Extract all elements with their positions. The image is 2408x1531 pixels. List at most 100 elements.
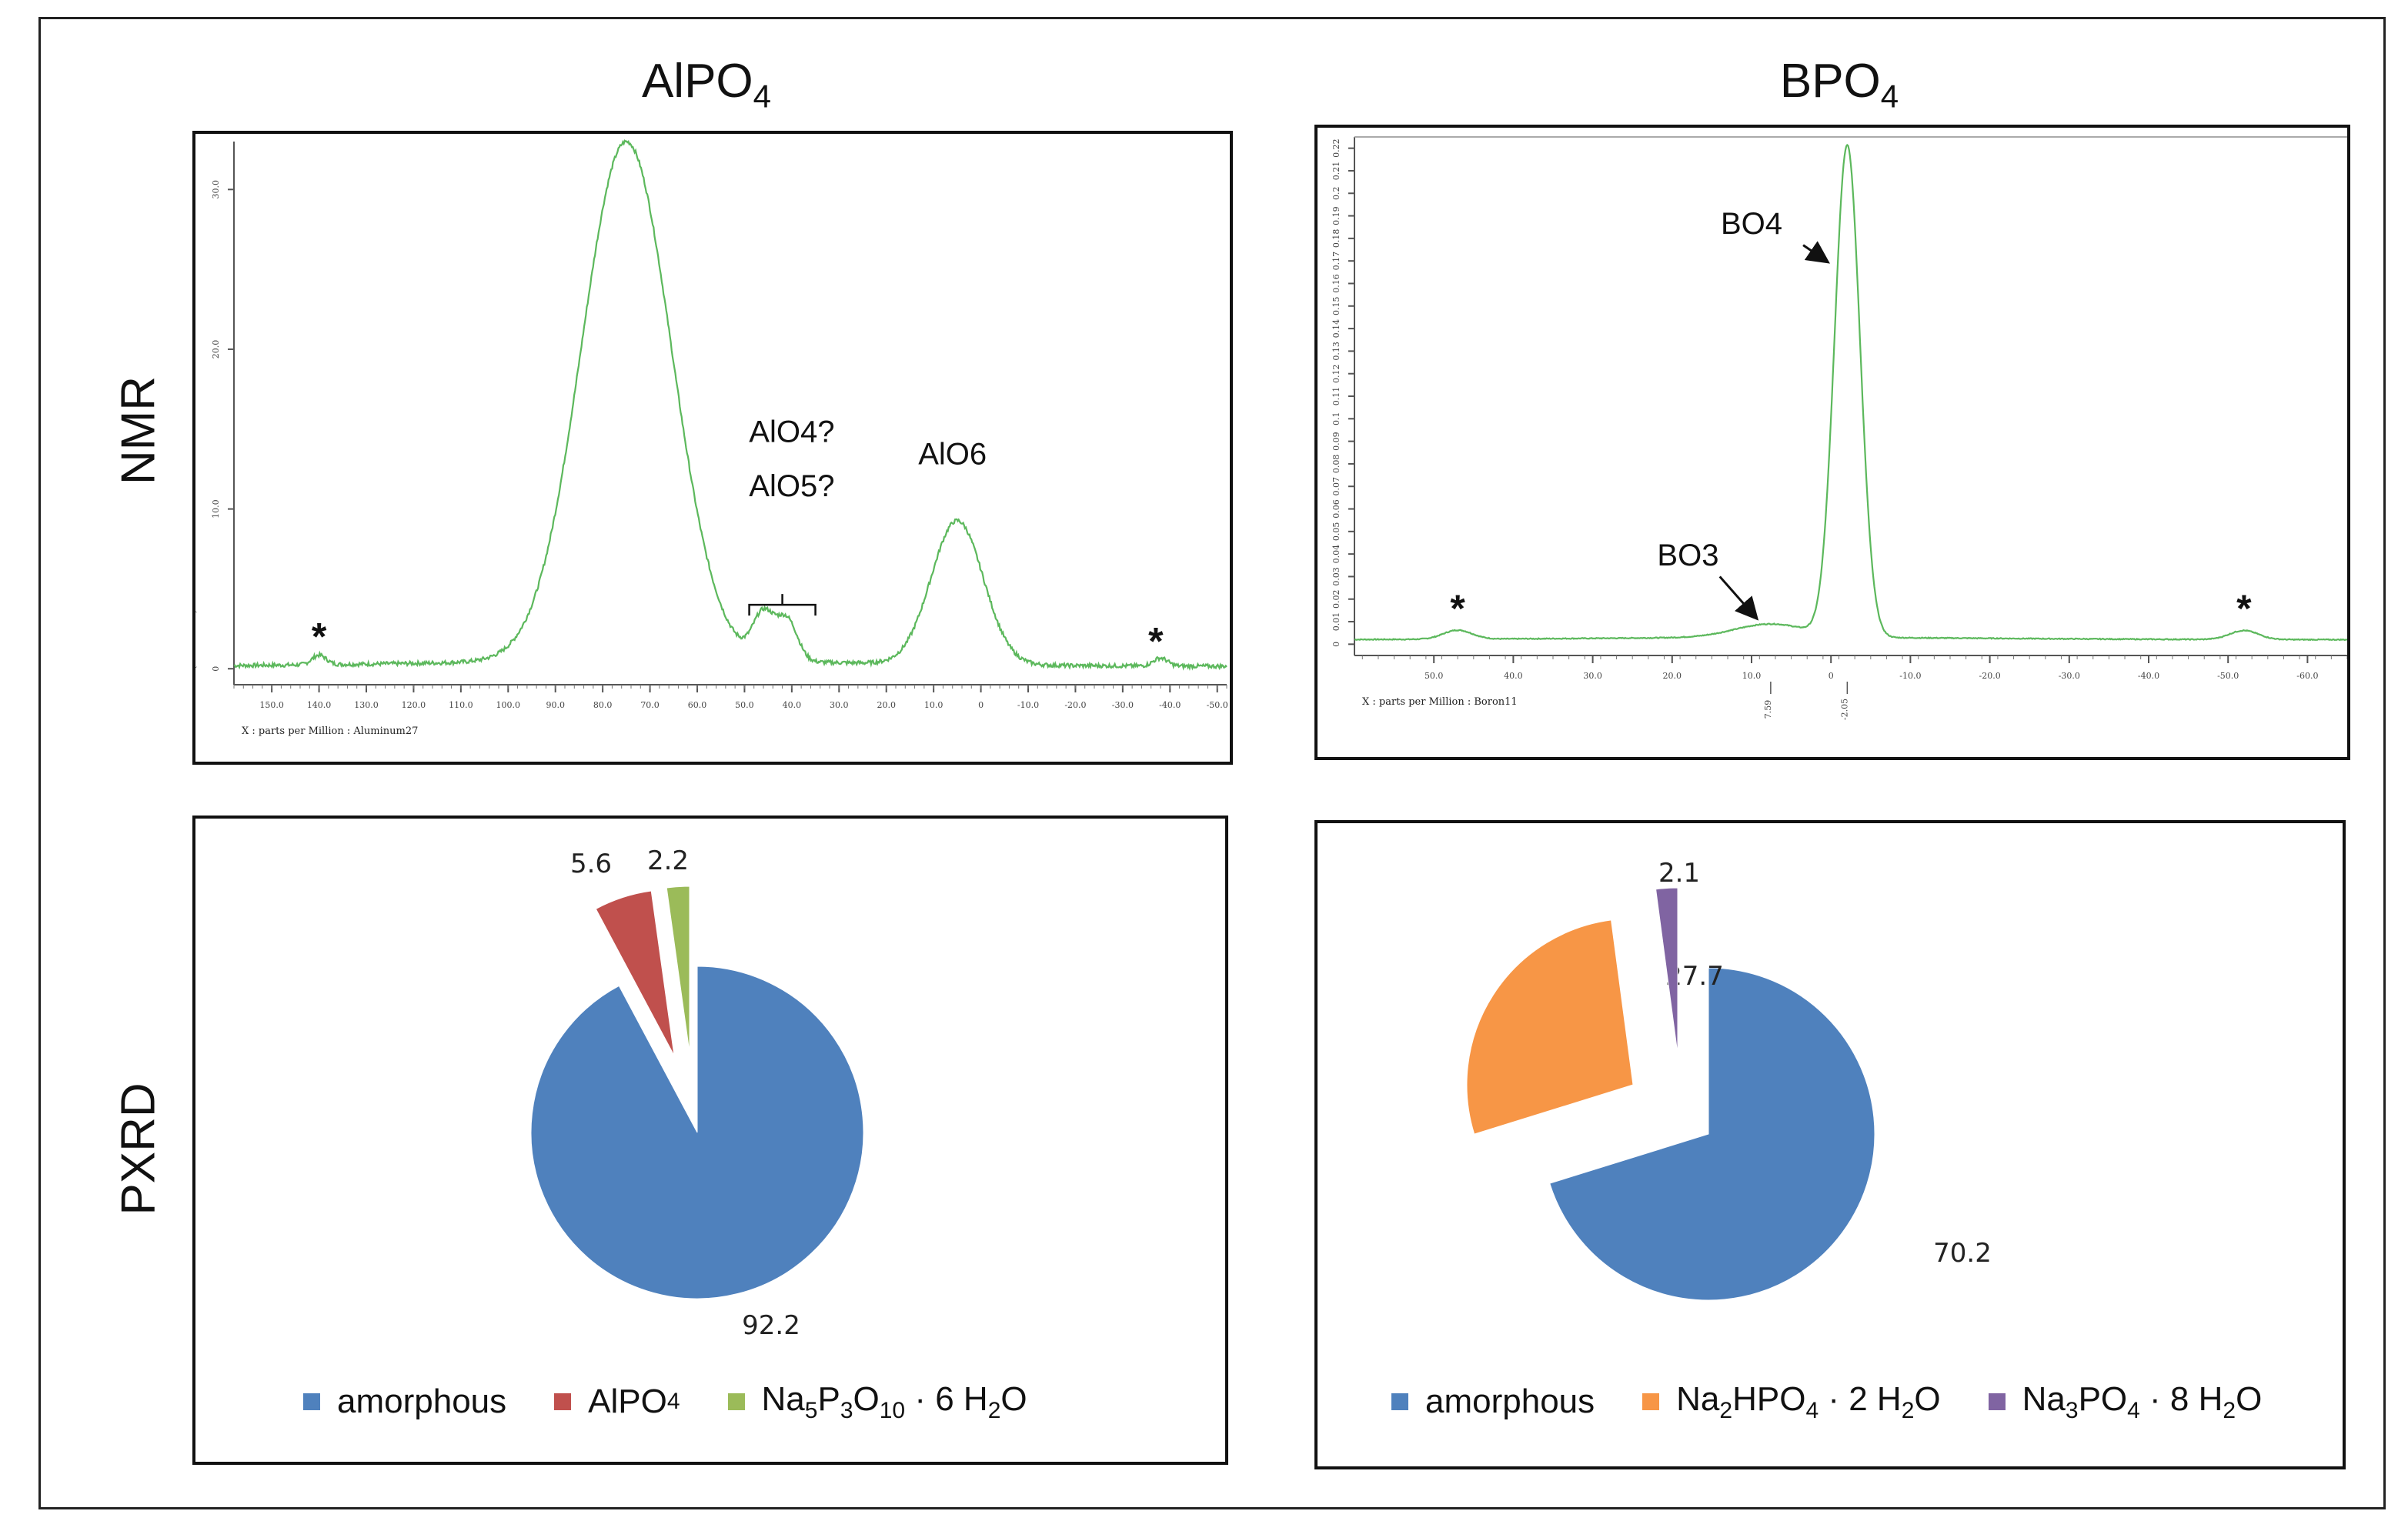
y-tick-label: 0.16 xyxy=(1331,274,1341,293)
x-axis-label: X : parts per Million : Aluminum27 xyxy=(242,725,418,737)
y-tick-label: 0 xyxy=(1331,642,1341,647)
y-tick-label: 0.06 xyxy=(1331,499,1341,519)
legend-swatch xyxy=(1391,1393,1408,1411)
pie-data-label: 92.2 xyxy=(742,1310,800,1341)
bpo4-pxrd-panel: 70.2 27.7 2.1 amorphous Na2HPO4 · 2 H2O Na… xyxy=(1314,820,2346,1469)
pie-slice xyxy=(530,966,864,1299)
spinning-sideband-marker: * xyxy=(1450,587,1465,630)
pie-data-label: 5.6 xyxy=(570,849,612,879)
legend-swatch xyxy=(1642,1393,1660,1411)
x-tick-label: 40.0 xyxy=(783,700,802,710)
x-tick-label: -60.0 xyxy=(2296,671,2318,681)
legend-label: Na5P3O10 · 6 H2O xyxy=(761,1380,1027,1423)
pie-data-label: 2.2 xyxy=(647,846,689,876)
legend-label: amorphous xyxy=(337,1383,507,1421)
pie-slice xyxy=(1655,887,1678,1055)
x-tick-label: 80.0 xyxy=(593,700,613,710)
x-tick-label: 50.0 xyxy=(1424,671,1444,681)
pie-slice xyxy=(595,890,675,1056)
peak-label: BO4 xyxy=(1721,207,1782,241)
pie-data-label: 2.1 xyxy=(1658,858,1700,889)
bracket-marker xyxy=(748,594,817,616)
y-tick-label: 0.05 xyxy=(1331,522,1341,542)
figure-frame xyxy=(38,17,2386,1509)
legend-label: AlPO xyxy=(588,1383,667,1421)
y-tick-label: 0.1 xyxy=(1331,412,1341,426)
x-tick-label: -20.0 xyxy=(1979,671,2000,681)
x-tick-label: -40.0 xyxy=(2138,671,2159,681)
x-tick-label: 20.0 xyxy=(877,700,896,710)
x-tick-label: -50.0 xyxy=(2217,671,2239,681)
title-alpo4-sub: 4 xyxy=(753,78,772,115)
y-tick-label: 0.07 xyxy=(1331,477,1341,496)
x-tick-label: 100.0 xyxy=(496,700,521,710)
legend-na2hpo4: Na2HPO4 · 2 H2O xyxy=(1642,1380,1941,1424)
spinning-sideband-marker: * xyxy=(1148,620,1164,663)
peak-label: AlO5? xyxy=(749,469,834,503)
x-tick-label: 120.0 xyxy=(402,700,426,710)
y-tick-label: 0.11 xyxy=(1331,387,1341,406)
y-tick-label: 0.18 xyxy=(1331,229,1341,248)
pie-slice xyxy=(666,886,690,1053)
legend-label: amorphous xyxy=(1425,1383,1595,1421)
legend-swatch xyxy=(303,1393,320,1411)
alpo4-nmr-chart: 150.0 140.0 130.0 120.0 110.0 100.0 90.0 80.0 70… xyxy=(195,134,1228,737)
bpo4-pxrd-pie: 70.227.72.1 xyxy=(1466,858,1992,1301)
y-tick-label: 0.15 xyxy=(1331,297,1341,316)
bpo4-pxrd-legend: amorphous Na2HPO4 · 2 H2O Na3PO4 · 8 H2O xyxy=(1391,1380,2262,1424)
peak-marker-label: -2.05 xyxy=(1839,699,1849,720)
title-alpo4: AlPO4 xyxy=(399,54,1014,115)
peak-label: AlO4 xyxy=(592,134,660,141)
y-tick-label: 30.0 xyxy=(211,180,221,199)
bo3-arrow xyxy=(1718,575,1759,621)
legend-swatch xyxy=(554,1393,572,1411)
x-tick-label: -20.0 xyxy=(1064,700,1086,710)
y-axis-label: (thousandths) xyxy=(195,610,198,669)
pie-slice xyxy=(1549,967,1875,1301)
legend-na5p3o10: Na5P3O10 · 6 H2O xyxy=(727,1380,1027,1424)
pie-slice xyxy=(1466,919,1634,1135)
alpo4-pxrd-legend: amorphous AlPO 4 Na5P3O10 · 6 H2O xyxy=(303,1380,1075,1424)
x-axis-label: X : parts per Million : Boron11 xyxy=(1362,696,1518,708)
legend-swatch xyxy=(727,1393,745,1411)
x-tick-label: -50.0 xyxy=(1207,700,1228,710)
y-tick-label: 0.2 xyxy=(1331,187,1341,201)
title-bpo4: BPO4 xyxy=(1531,54,2147,115)
x-tick-label: 60.0 xyxy=(688,700,707,710)
pie-data-label: 70.2 xyxy=(1933,1238,1992,1269)
y-tick-label: 0 xyxy=(211,666,221,672)
bpo4-nmr-panel: 50.0 40.0 30.0 20.0 10.0 0 -10.0 -20.0 -30.0 -40.… xyxy=(1314,125,2350,760)
x-tick-label: 110.0 xyxy=(449,700,473,710)
x-tick-label: -30.0 xyxy=(2059,671,2080,681)
y-tick-label: 0.02 xyxy=(1331,589,1341,609)
x-tick-label: 40.0 xyxy=(1504,671,1523,681)
x-tick-label: 90.0 xyxy=(546,700,565,710)
legend-swatch xyxy=(1988,1393,2006,1411)
x-tick-label: 0 xyxy=(978,700,984,710)
x-tick-label: 10.0 xyxy=(924,700,943,710)
spinning-sideband-marker: * xyxy=(2236,587,2252,630)
legend-label: Na2HPO4 · 2 H2O xyxy=(1676,1380,1941,1423)
x-tick-label: 30.0 xyxy=(1583,671,1602,681)
bo4-arrow xyxy=(1802,241,1830,264)
spectrum-line xyxy=(233,139,1227,671)
x-tick-label: -30.0 xyxy=(1112,700,1134,710)
x-tick-label: 140.0 xyxy=(307,700,332,710)
spinning-sideband-marker: * xyxy=(312,615,327,658)
x-tick-label: 130.0 xyxy=(354,700,379,710)
alpo4-nmr-panel: 150.0 140.0 130.0 120.0 110.0 100.0 90.0 80.0 70… xyxy=(192,131,1233,765)
y-tick-label: 0.08 xyxy=(1331,455,1341,474)
y-tick-label: 0.04 xyxy=(1331,545,1341,564)
y-tick-label: 20.0 xyxy=(211,340,221,359)
y-tick-label: 0.19 xyxy=(1331,206,1341,225)
x-tick-label: -10.0 xyxy=(1899,671,1921,681)
y-tick-label: 0.22 xyxy=(1331,138,1341,158)
y-tick-label: 10.0 xyxy=(211,499,221,519)
y-tick-label: 0.03 xyxy=(1331,567,1341,586)
x-tick-label: 150.0 xyxy=(259,700,284,710)
x-tick-label: 50.0 xyxy=(735,700,754,710)
y-tick-label: 0.01 xyxy=(1331,612,1341,632)
peak-label: BO3 xyxy=(1657,539,1718,572)
x-tick-label: 70.0 xyxy=(640,700,660,710)
legend-amorphous: amorphous xyxy=(1391,1383,1595,1421)
